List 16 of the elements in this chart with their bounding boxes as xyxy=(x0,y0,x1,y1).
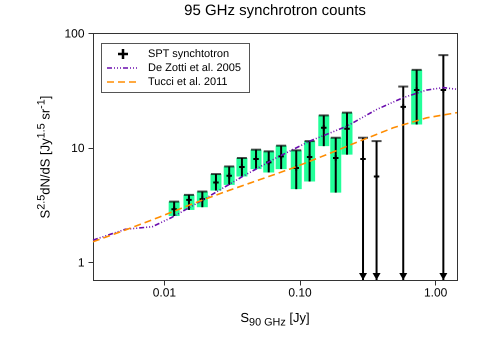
x-tick-label: 1.00 xyxy=(424,286,448,300)
x-tick-label: 0.10 xyxy=(288,286,312,300)
point xyxy=(372,172,380,180)
x-axis-title: S$_{90 GHz}$ [Jy] xyxy=(240,310,310,329)
legend-label: Tucci et al. 2011 xyxy=(148,76,228,88)
legend-label: De Zotti et al. 2005 xyxy=(148,62,241,74)
y-tick-label: 1 xyxy=(78,256,85,270)
point xyxy=(306,153,314,161)
point xyxy=(359,155,367,163)
x-tick-label: 0.01 xyxy=(152,286,176,300)
y-tick-label: 100 xyxy=(64,26,85,40)
point xyxy=(292,164,300,172)
legend-label: SPT synchtotron xyxy=(148,48,230,60)
point xyxy=(332,154,340,162)
y-tick-label: 10 xyxy=(71,141,85,156)
chart-title: 95 GHz synchrotron counts xyxy=(184,2,366,19)
